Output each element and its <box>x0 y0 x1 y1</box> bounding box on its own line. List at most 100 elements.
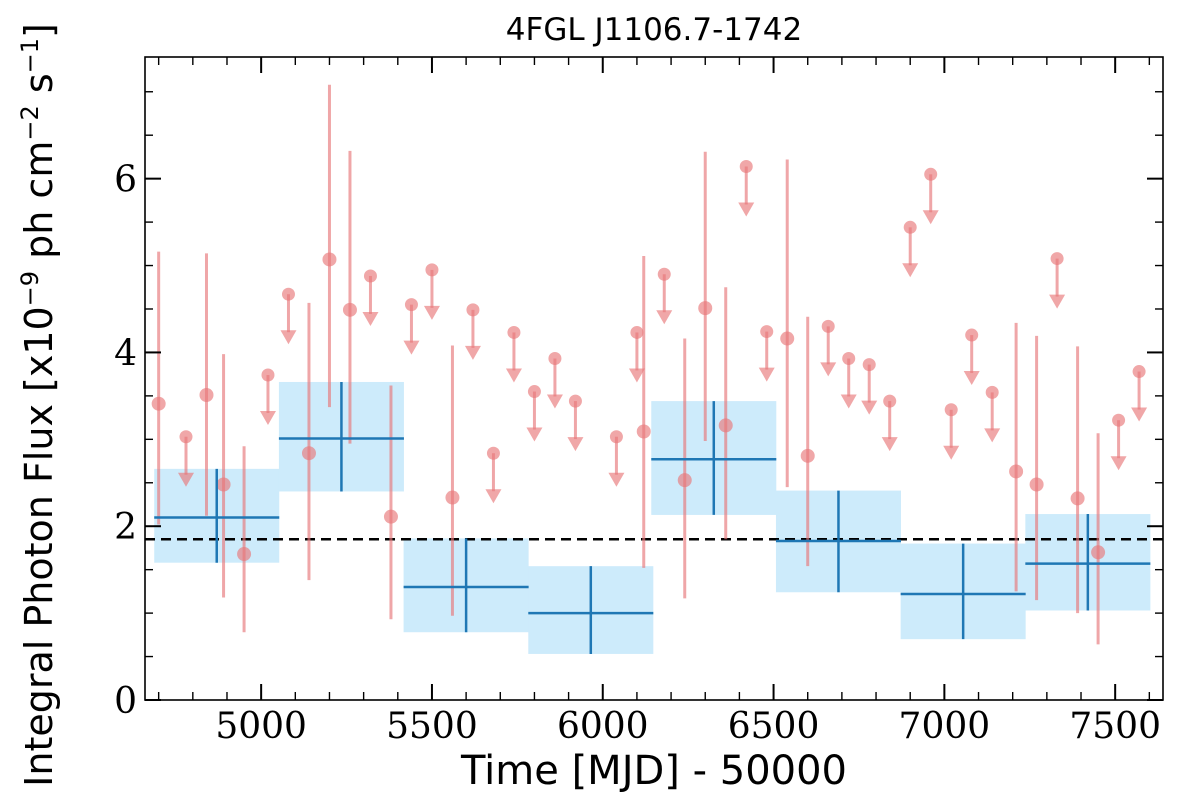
x-tick-label-3: 6500 <box>728 706 820 747</box>
detection-point-15 <box>1009 464 1024 479</box>
upper-limit-arrow-28 <box>1131 407 1148 422</box>
upper-limit-point-27 <box>1112 413 1126 427</box>
upper-limit-point-28 <box>1132 365 1146 379</box>
upper-limit-arrow-4 <box>403 340 420 355</box>
upper-limit-point-16 <box>760 325 774 339</box>
upper-limit-arrow-6 <box>464 345 481 360</box>
upper-limit-point-7 <box>486 446 500 460</box>
upper-limit-point-18 <box>842 352 856 366</box>
detection-point-1 <box>199 388 214 403</box>
upper-limit-arrow-2 <box>280 330 297 345</box>
upper-limit-point-21 <box>903 220 917 234</box>
upper-limit-arrow-17 <box>820 362 837 377</box>
upper-limit-point-25 <box>985 385 999 399</box>
plot-area: 5000 5500 6000 6500 7000 7500 0 2 4 6 <box>114 56 1164 747</box>
upper-limit-arrow-26 <box>1049 294 1066 309</box>
upper-limit-arrow-1 <box>259 411 276 426</box>
detection-point-8 <box>445 490 460 505</box>
upper-limit-arrow-27 <box>1110 456 1127 471</box>
y-tick-label-1: 2 <box>114 507 137 548</box>
y-axis-label-prefix: Integral Photon Flux [x10 <box>17 306 61 787</box>
detection-point-9 <box>636 424 651 439</box>
upper-limit-point-24 <box>965 328 979 342</box>
y-tick-label-0: 0 <box>114 681 137 722</box>
y-axis-label-exp1: −9 <box>16 271 44 306</box>
detection-point-4 <box>301 446 316 461</box>
upper-limit-point-9 <box>527 385 541 399</box>
detection-point-10 <box>677 473 692 488</box>
detection-point-7 <box>383 509 398 524</box>
upper-limit-point-17 <box>821 319 835 333</box>
upper-limit-point-6 <box>466 303 480 317</box>
y-axis-label-mid2: s <box>17 73 61 105</box>
upper-limit-arrow-14 <box>656 310 673 325</box>
x-axis-label: Time [MJD] - 50000 <box>460 748 847 794</box>
upper-limit-arrow-21 <box>902 263 919 278</box>
upper-limit-arrow-22 <box>922 210 939 225</box>
upper-limit-point-14 <box>657 267 671 281</box>
x-tick-label-5: 7500 <box>1069 706 1161 747</box>
y-axis-label-exp2: −2 <box>16 105 44 140</box>
upper-limit-arrow-7 <box>485 489 502 504</box>
upper-limit-point-3 <box>363 269 377 283</box>
upper-limit-arrow-23 <box>943 445 960 460</box>
upper-limit-arrow-19 <box>861 400 878 415</box>
y-axis-label-mid1: ph cm <box>17 141 61 271</box>
x-tick-label-0: 5000 <box>215 706 307 747</box>
detection-point-2 <box>216 477 231 492</box>
upper-limit-point-23 <box>944 403 958 417</box>
upper-limit-arrow-12 <box>608 472 625 487</box>
upper-limit-point-10 <box>548 352 562 366</box>
detection-point-18 <box>1091 545 1106 560</box>
x-tick-label-1: 5500 <box>386 706 478 747</box>
detection-point-6 <box>342 302 357 317</box>
chart-title: 4FGL J1106.7-1742 <box>506 12 802 48</box>
upper-limit-arrow-18 <box>840 394 857 409</box>
upper-limit-point-15 <box>739 159 753 173</box>
upper-limit-point-22 <box>924 167 938 181</box>
upper-limit-arrow-0 <box>177 472 194 487</box>
detection-point-13 <box>780 331 795 346</box>
upper-limit-point-26 <box>1050 252 1064 266</box>
upper-limit-point-19 <box>862 358 876 372</box>
plot-frame <box>144 56 1164 701</box>
upper-limit-point-2 <box>281 287 295 301</box>
upper-limit-arrow-9 <box>526 427 543 442</box>
upper-limit-point-13 <box>630 325 644 339</box>
y-axis-label: Integral Photon Flux [x10−9 ph cm−2 s−1] <box>16 23 61 787</box>
upper-limit-point-5 <box>425 263 439 277</box>
upper-limit-arrow-20 <box>881 437 898 452</box>
upper-limit-arrow-25 <box>984 428 1001 443</box>
y-tick-label-2: 4 <box>114 333 137 374</box>
upper-limit-arrow-13 <box>628 368 645 383</box>
upper-limit-point-12 <box>609 430 623 444</box>
upper-limit-arrow-11 <box>567 437 584 452</box>
detection-point-0 <box>151 396 166 411</box>
detection-point-14 <box>800 448 815 463</box>
x-tick-label-2: 6000 <box>557 706 649 747</box>
upper-limit-point-8 <box>507 325 521 339</box>
detection-point-17 <box>1070 491 1085 506</box>
upper-limit-point-1 <box>261 368 275 382</box>
upper-limit-point-0 <box>179 430 193 444</box>
detection-point-12 <box>718 418 733 433</box>
upper-limit-arrow-10 <box>546 394 563 409</box>
upper-limit-arrow-15 <box>738 202 755 217</box>
upper-limit-point-4 <box>404 298 418 312</box>
upper-limit-arrow-8 <box>505 368 522 383</box>
y-tick-label-3: 6 <box>114 160 137 201</box>
detection-point-16 <box>1029 477 1044 492</box>
detection-point-3 <box>237 547 252 562</box>
upper-limit-arrow-24 <box>963 371 980 386</box>
x-tick-label-4: 7000 <box>899 706 991 747</box>
upper-limit-arrow-5 <box>423 305 440 320</box>
detection-point-5 <box>322 252 337 267</box>
upper-limit-arrow-3 <box>362 311 379 326</box>
detection-point-11 <box>698 301 713 316</box>
upper-limit-point-11 <box>568 394 582 408</box>
upper-limit-arrow-16 <box>758 367 775 382</box>
y-axis-label-exp3: −1 <box>16 38 44 73</box>
y-axis-label-suffix: ] <box>17 23 61 38</box>
upper-limit-point-20 <box>883 394 897 408</box>
